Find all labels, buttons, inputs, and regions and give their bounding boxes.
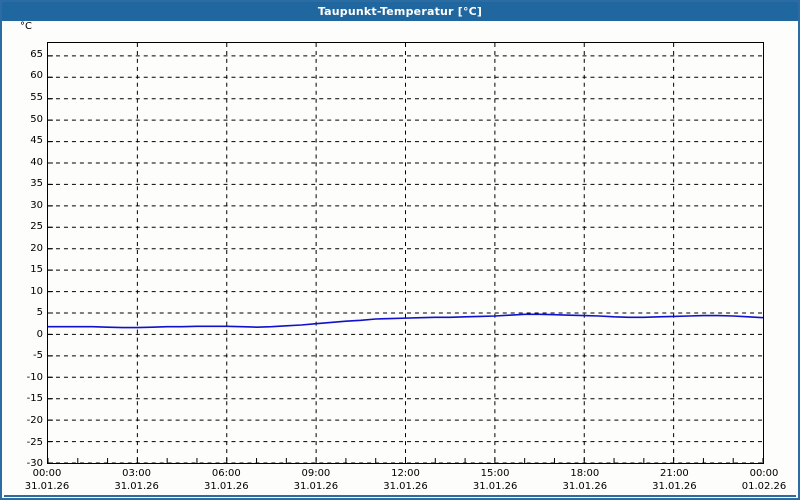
y-axis-tick-label: -20 [26,414,43,426]
x-tick-time: 09:00 [301,468,331,479]
window-titlebar: Taupunkt-Temperatur [°C] [2,2,798,21]
y-axis-tick-label: 35 [30,178,43,190]
plot-area [47,42,764,464]
x-tick-time: 06:00 [211,468,241,479]
x-tick-time: 00:00 [749,468,779,479]
page-title: Taupunkt-Temperatur [°C] [317,5,483,18]
x-tick-date: 31.01.26 [652,481,697,492]
y-axis-tick-label: 55 [30,92,43,103]
x-axis-tick-label: 21:00 31.01.26 [639,467,709,493]
chart-canvas: °C 65 60 55 50 45 40 35 30 25 20 15 10 5 0 -5 -10 -15 -20… [2,21,798,498]
x-tick-time: 18:00 [570,468,600,479]
y-axis-tick-label: -30 [26,458,43,469]
x-axis-tick-label: 15:00 31.01.26 [460,467,530,493]
x-tick-time: 03:00 [122,468,151,479]
y-axis-tick-label: -10 [26,371,43,383]
y-axis-tick-label: 0 [36,328,43,340]
x-tick-date: 31.01.26 [472,481,518,492]
x-axis-tick-label: 09:00 31.01.26 [281,467,351,493]
series-line-taupunkt [48,313,763,329]
y-axis-tick-label: -5 [33,350,43,362]
x-axis-tick-label: 12:00 31.01.26 [371,467,441,493]
x-tick-date: 31.01.26 [204,481,249,492]
bottom-accent-rule [4,495,796,497]
x-tick-time: 12:00 [391,468,420,479]
x-tick-date: 31.01.26 [383,481,428,492]
y-axis-unit-label: °C [20,21,32,32]
y-axis-tick-label: 5 [36,307,43,319]
y-axis-tick-label: 40 [30,156,43,168]
y-axis-tick-label: 60 [30,70,43,82]
y-axis-tick-label: 25 [30,221,43,233]
x-tick-date: 01.02.26 [741,481,787,492]
x-axis-tick-label: 00:00 31.01.26 [12,467,82,493]
x-tick-date: 31.01.26 [114,481,159,492]
y-axis-tick-label: 15 [30,264,43,276]
x-tick-date: 31.01.26 [24,481,70,492]
y-axis-tick-label: -25 [26,436,43,448]
y-axis-tick-label: 50 [30,113,43,125]
axis-tick-marks [48,55,763,463]
x-axis-tick-label: 18:00 31.01.26 [550,467,620,493]
x-axis-tick-label: 00:00 01.02.26 [729,467,799,493]
y-axis-tick-label: 65 [30,48,43,60]
x-axis-tick-label: 03:00 31.01.26 [102,467,172,493]
y-axis-tick-label: -15 [26,393,43,405]
y-axis-tick-label: 45 [30,135,43,146]
x-tick-date: 31.01.26 [562,481,608,492]
x-tick-time: 15:00 [480,468,510,479]
x-tick-time: 00:00 [32,468,62,479]
y-axis-tick-label: 20 [30,242,43,254]
y-axis-tick-label: 30 [30,199,43,211]
x-axis-tick-label: 06:00 31.01.26 [191,467,261,493]
vertical-gridlines [136,43,675,463]
y-axis-tick-label: 10 [30,285,43,297]
x-tick-time: 21:00 [659,468,689,479]
y-axis-labels: 65 60 55 50 45 40 35 30 25 20 15 10 5 0 -5 -10 -15 -20 -25… [2,42,43,469]
x-tick-date: 31.01.26 [293,481,339,492]
grid-and-series [48,43,763,463]
x-axis-labels: 00:00 31.01.26 03:00 31.01.26 06:00 31.01.26 0… [2,465,798,498]
